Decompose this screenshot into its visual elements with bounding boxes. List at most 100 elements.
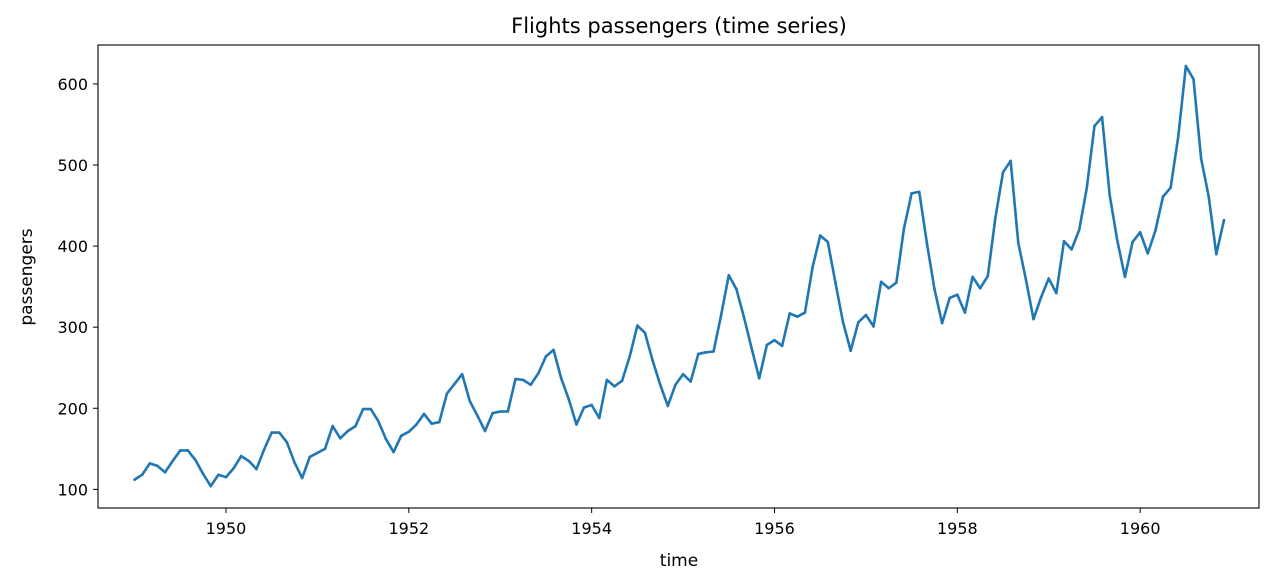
data-point	[537, 372, 540, 375]
data-point	[453, 382, 456, 386]
data-point	[1146, 252, 1150, 255]
data-point	[415, 423, 418, 426]
data-point	[1161, 195, 1165, 198]
data-point	[186, 449, 190, 452]
data-point	[697, 352, 700, 356]
data-point	[1024, 278, 1028, 281]
data-point	[879, 280, 883, 284]
data-point	[704, 351, 708, 354]
data-point	[1047, 277, 1051, 280]
data-point	[613, 385, 616, 388]
data-point	[590, 403, 593, 407]
data-point	[377, 419, 380, 423]
data-point	[232, 466, 235, 470]
data-point	[430, 422, 433, 425]
data-point	[651, 359, 654, 362]
data-point	[1207, 195, 1211, 198]
x-axis-label: time	[660, 551, 698, 571]
series-line	[133, 64, 1226, 488]
data-point	[354, 424, 357, 428]
data-point	[895, 281, 898, 284]
data-point	[636, 324, 639, 327]
data-point	[826, 240, 830, 244]
data-point	[940, 321, 944, 325]
data-point	[1116, 239, 1119, 242]
data-point	[506, 410, 510, 413]
data-point	[262, 448, 266, 451]
data-point	[887, 286, 891, 290]
data-point	[247, 459, 251, 463]
data-point	[910, 192, 913, 195]
data-point	[498, 410, 502, 413]
data-point	[1085, 186, 1089, 190]
data-point	[1215, 252, 1218, 256]
data-point	[300, 476, 304, 480]
data-point	[674, 383, 677, 387]
data-point	[818, 234, 822, 237]
data-point	[750, 346, 753, 350]
data-point	[361, 407, 365, 411]
data-point	[171, 459, 174, 463]
data-point	[338, 436, 342, 440]
y-tick-label: 200	[57, 399, 88, 418]
data-point	[864, 313, 868, 317]
data-point	[933, 287, 936, 291]
data-point	[293, 461, 296, 464]
data-point	[834, 281, 837, 284]
data-point	[468, 399, 472, 403]
data-point	[971, 275, 974, 279]
plot-frame	[97, 44, 1260, 509]
data-point	[552, 348, 555, 352]
data-point	[872, 325, 875, 328]
data-point	[925, 241, 929, 245]
x-tick-label: 1960	[1120, 519, 1161, 538]
x-tick-label: 1950	[206, 519, 247, 538]
x-axis: 1950 1952 1954 1956 1958 1960	[206, 508, 1161, 538]
data-point	[978, 286, 982, 290]
data-point	[986, 274, 990, 278]
data-point	[643, 331, 647, 335]
data-point	[1192, 77, 1195, 81]
data-point	[948, 296, 951, 300]
data-point	[963, 311, 967, 314]
data-point	[1154, 229, 1157, 232]
data-point	[1199, 157, 1203, 160]
data-point	[163, 471, 167, 474]
data-point	[178, 449, 182, 452]
y-tick-label: 600	[57, 75, 88, 94]
data-point	[788, 312, 792, 315]
data-point	[422, 412, 426, 416]
data-point	[1169, 186, 1172, 190]
data-point	[1093, 124, 1096, 128]
data-point	[331, 424, 334, 428]
data-point	[712, 350, 715, 353]
y-tick-label: 500	[57, 156, 88, 175]
data-point	[323, 447, 327, 451]
data-point	[902, 226, 906, 230]
data-point	[1009, 159, 1012, 163]
data-point	[529, 383, 533, 387]
data-point	[239, 454, 243, 458]
y-tick-label: 100	[57, 480, 88, 499]
data-point	[1055, 291, 1058, 295]
data-point	[849, 349, 852, 352]
data-point	[194, 458, 197, 462]
data-point	[620, 379, 624, 383]
data-point	[1100, 115, 1104, 119]
data-point	[445, 392, 449, 395]
data-point	[559, 376, 563, 380]
data-point	[956, 293, 959, 297]
data-point	[1016, 241, 1020, 245]
data-point	[392, 450, 395, 454]
data-point	[1001, 171, 1005, 174]
data-point	[1131, 240, 1134, 244]
data-point	[140, 473, 144, 477]
data-point	[1039, 295, 1043, 299]
y-tick-label: 400	[57, 237, 88, 256]
data-point	[437, 420, 441, 424]
y-axis: 100 200 300 400 500 600	[57, 75, 98, 499]
data-point	[1138, 231, 1142, 234]
data-point	[1123, 275, 1127, 279]
data-point	[201, 472, 205, 476]
